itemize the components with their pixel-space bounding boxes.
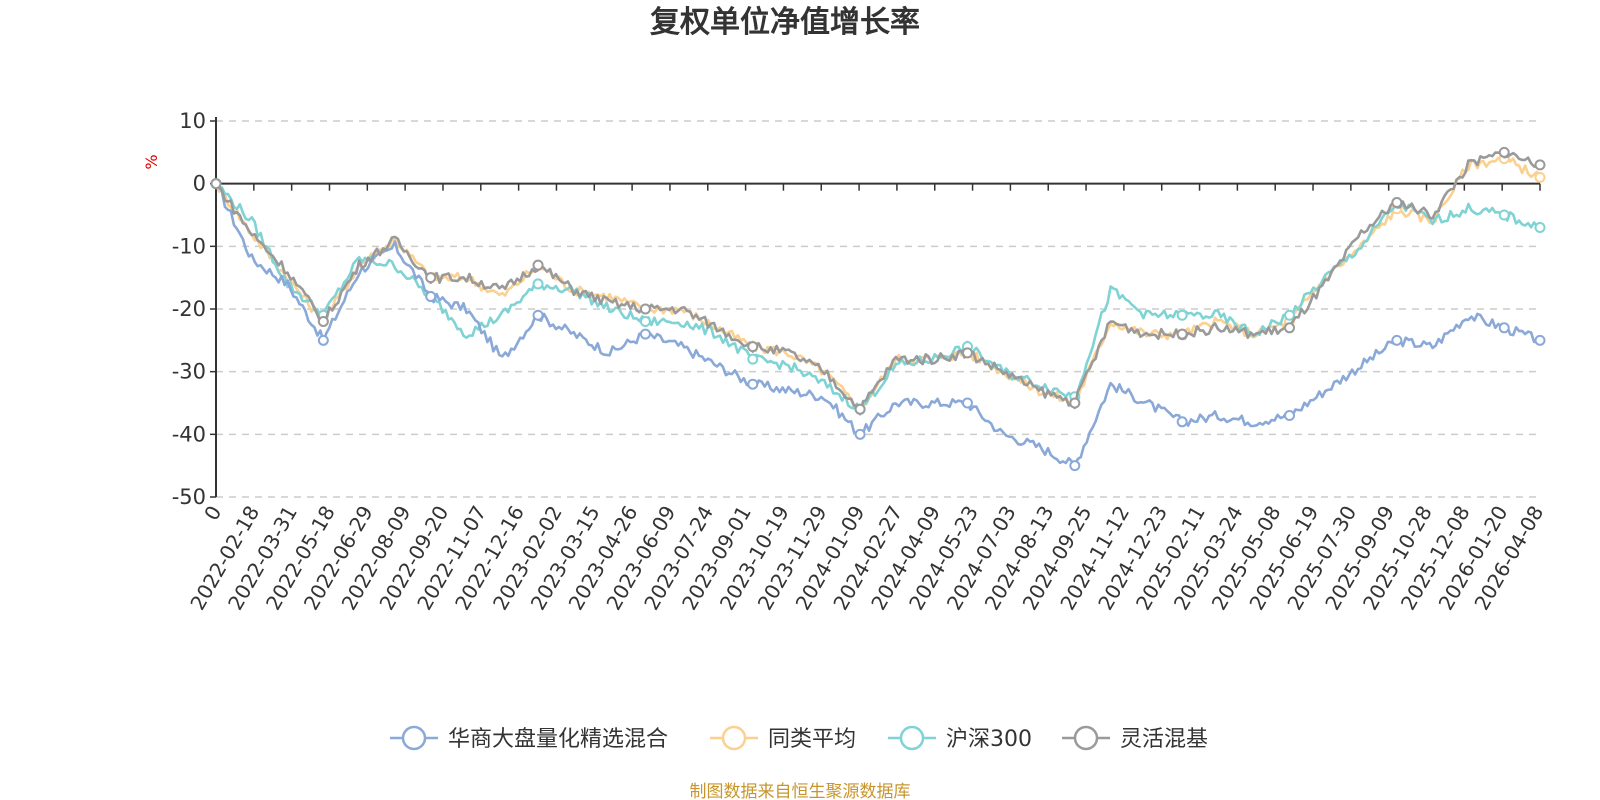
series-point	[854, 403, 866, 415]
y-tick-label: -30	[172, 360, 206, 384]
series-point	[1534, 222, 1546, 234]
series-point	[1498, 322, 1510, 334]
series-point	[317, 334, 329, 346]
series-point	[747, 378, 759, 390]
series-point	[1176, 416, 1188, 428]
legend-item[interactable]: 华商大盘量化精选混合	[390, 725, 668, 752]
legend-item[interactable]: 同类平均	[710, 725, 856, 752]
axes	[215, 117, 1541, 497]
series-point	[532, 309, 544, 321]
series-point	[210, 178, 222, 190]
y-tick-label: -50	[172, 485, 206, 509]
series-point	[639, 303, 651, 315]
legend-item[interactable]: 沪深300	[888, 725, 1032, 752]
series-point	[1391, 334, 1403, 346]
legend-label: 同类平均	[768, 727, 856, 752]
series-line	[215, 182, 1541, 467]
legend-marker	[721, 725, 747, 751]
series-point	[1069, 460, 1081, 472]
y-tick-label: 10	[179, 109, 206, 133]
series-lines	[210, 146, 1546, 472]
series-line	[215, 150, 1541, 416]
y-tick-label: -10	[172, 234, 206, 258]
series-line	[214, 182, 1541, 412]
y-tick-labels: 10 0 -10 -20 -30 -40 -50	[172, 109, 206, 509]
series-point	[532, 259, 544, 271]
series-point	[1284, 309, 1296, 321]
series-point	[1176, 328, 1188, 340]
series-point	[639, 328, 651, 340]
series-point	[425, 290, 437, 302]
series-point	[532, 278, 544, 290]
series-point	[1069, 397, 1081, 409]
series-point	[747, 353, 759, 365]
legend-label: 灵活混基	[1120, 727, 1208, 752]
series-point	[961, 397, 973, 409]
series-point	[639, 316, 651, 328]
x-tick-labels: 02022-02-182022-03-312022-05-182022-06-2…	[185, 502, 1548, 615]
x-tick-label: 0	[199, 502, 226, 525]
grid-lines	[210, 120, 1540, 498]
chart-title: 复权单位净值增长率	[650, 5, 920, 40]
series-point	[1498, 146, 1510, 158]
series-point	[1176, 309, 1188, 321]
y-tick-label: -40	[172, 422, 206, 446]
legend-marker	[401, 725, 427, 751]
legend-marker	[899, 725, 925, 751]
legend-item[interactable]: 灵活混基	[1062, 725, 1208, 752]
series-point	[1391, 196, 1403, 208]
y-axis-unit: %	[142, 154, 161, 169]
series-point	[1284, 322, 1296, 334]
legend-label: 沪深300	[946, 727, 1032, 752]
y-tick-label: -20	[172, 297, 206, 321]
series-point	[961, 347, 973, 359]
series-point	[1498, 209, 1510, 221]
series-point	[1534, 334, 1546, 346]
series-point	[425, 272, 437, 284]
series-point	[1534, 171, 1546, 183]
series-point	[747, 341, 759, 353]
series-point	[854, 428, 866, 440]
y-tick-label: 0	[193, 172, 206, 196]
legend-label: 华商大盘量化精选混合	[448, 727, 668, 752]
series-point	[1284, 410, 1296, 422]
data-source-note: 制图数据来自恒生聚源数据库	[690, 782, 911, 800]
legend-marker	[1073, 725, 1099, 751]
legend[interactable]: 华商大盘量化精选混合 同类平均 沪深300 灵活混基	[390, 725, 1208, 752]
series-point	[1534, 159, 1546, 171]
series-point	[317, 316, 329, 328]
